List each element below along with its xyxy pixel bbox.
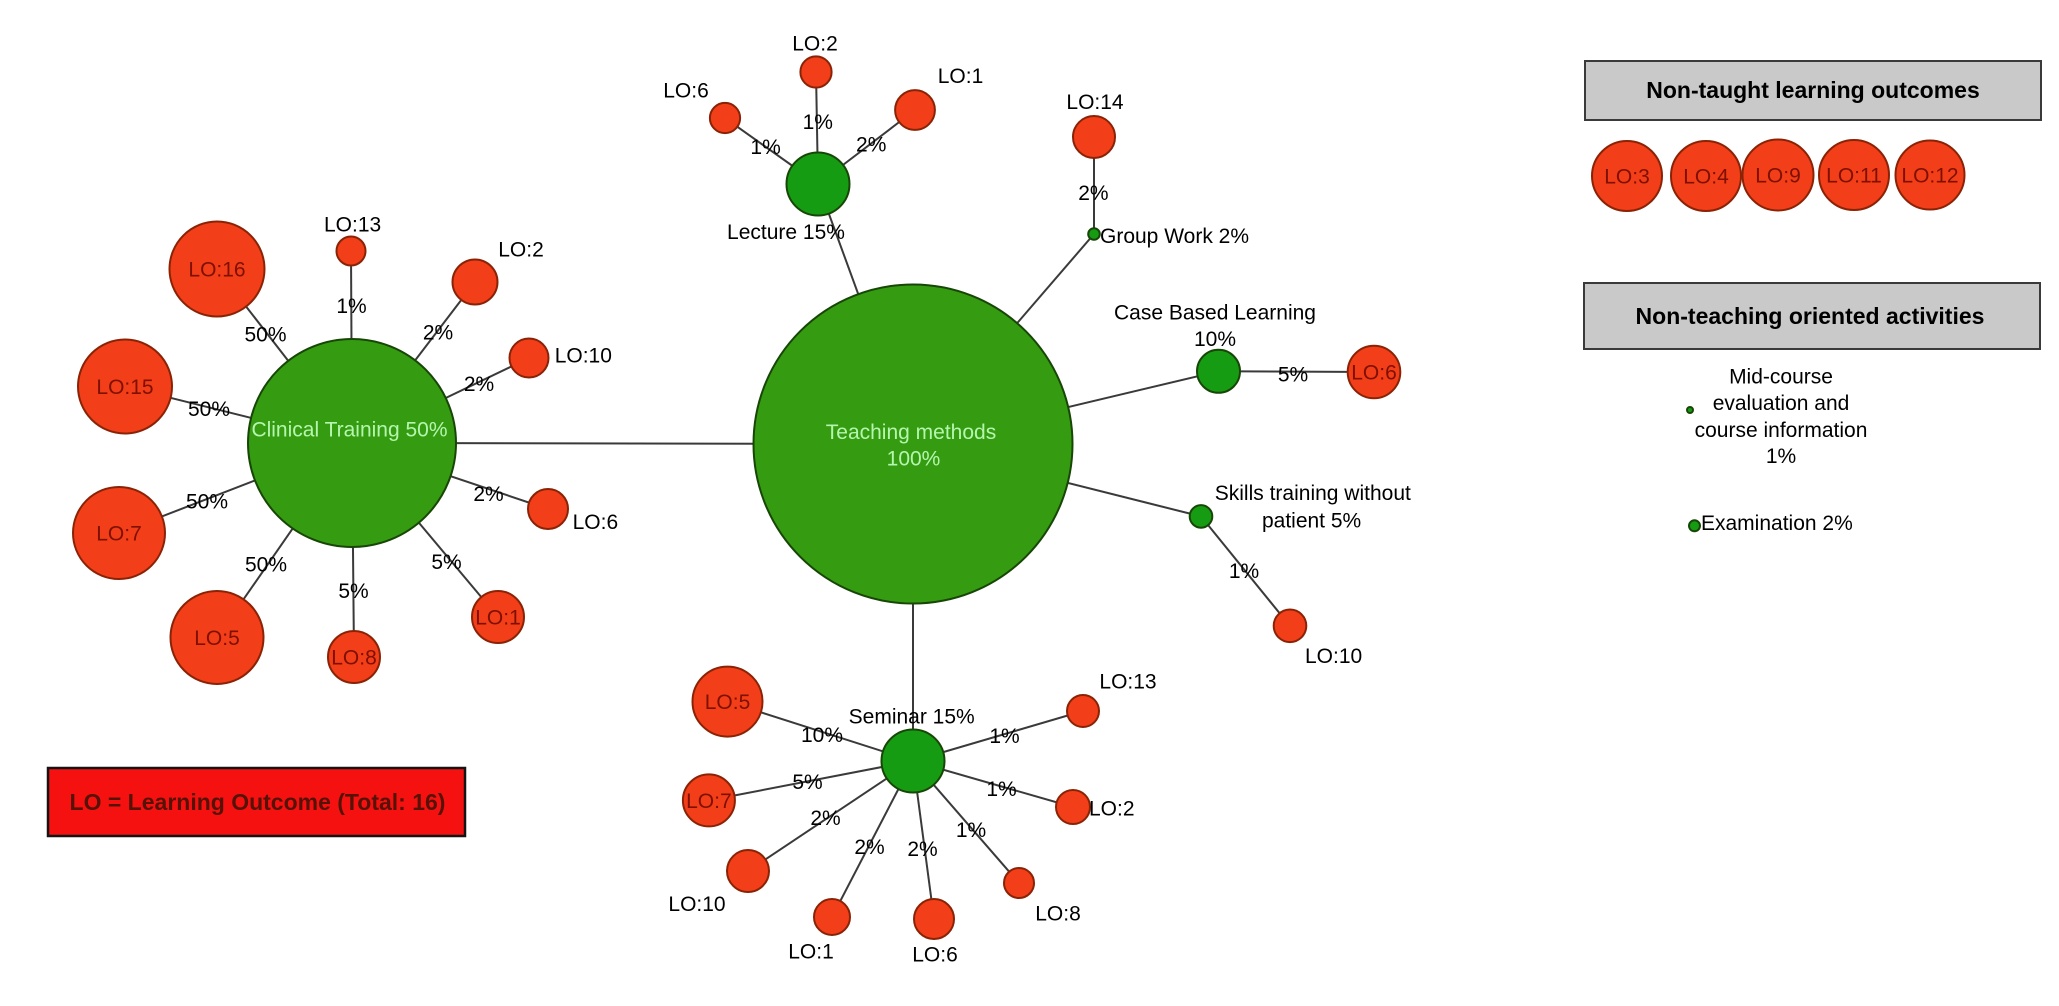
svg-text:LO:15: LO:15 — [96, 376, 153, 399]
svg-text:2%: 2% — [907, 838, 937, 861]
svg-text:5%: 5% — [1278, 364, 1308, 387]
svg-text:LO:10: LO:10 — [555, 345, 612, 368]
svg-text:Mid-course: Mid-course — [1729, 366, 1833, 389]
svg-text:LO:6: LO:6 — [912, 944, 958, 967]
svg-text:5%: 5% — [792, 771, 822, 794]
svg-text:LO:4: LO:4 — [1683, 166, 1729, 189]
svg-text:1%: 1% — [336, 295, 366, 318]
svg-text:LO:1: LO:1 — [475, 607, 521, 630]
svg-text:patient 5%: patient 5% — [1262, 510, 1361, 533]
svg-text:Skills training without: Skills training without — [1215, 482, 1411, 505]
svg-text:2%: 2% — [473, 483, 503, 506]
svg-text:LO:3: LO:3 — [1604, 166, 1650, 189]
svg-text:LO:1: LO:1 — [788, 941, 834, 964]
svg-text:2%: 2% — [856, 134, 886, 157]
svg-text:1%: 1% — [750, 136, 780, 159]
svg-text:LO:5: LO:5 — [194, 627, 240, 650]
svg-text:LO:7: LO:7 — [686, 790, 732, 813]
svg-text:50%: 50% — [245, 554, 287, 577]
svg-text:Examination 2%: Examination 2% — [1701, 512, 1853, 535]
svg-text:Teaching methods: Teaching methods — [826, 421, 996, 444]
svg-text:evaluation and: evaluation and — [1713, 392, 1850, 415]
svg-text:10%: 10% — [801, 724, 843, 747]
svg-text:Clinical Training 50%: Clinical Training 50% — [251, 419, 447, 442]
svg-text:2%: 2% — [464, 373, 494, 396]
svg-text:2%: 2% — [1078, 182, 1108, 205]
svg-text:5%: 5% — [431, 551, 461, 574]
svg-text:50%: 50% — [244, 324, 286, 347]
svg-text:10%: 10% — [1194, 328, 1236, 351]
svg-text:LO:10: LO:10 — [1305, 645, 1362, 668]
svg-text:LO:6: LO:6 — [1351, 362, 1397, 385]
svg-text:2%: 2% — [854, 836, 884, 859]
svg-text:100%: 100% — [887, 448, 941, 471]
svg-text:LO:13: LO:13 — [1099, 671, 1156, 694]
svg-text:LO:16: LO:16 — [188, 259, 245, 282]
svg-text:LO:6: LO:6 — [663, 80, 709, 103]
svg-text:5%: 5% — [338, 580, 368, 603]
svg-text:Group Work 2%: Group Work 2% — [1100, 225, 1249, 248]
svg-text:LO:8: LO:8 — [1035, 903, 1081, 926]
svg-text:1%: 1% — [1229, 560, 1259, 583]
svg-text:2%: 2% — [423, 322, 453, 345]
svg-text:50%: 50% — [186, 491, 228, 514]
svg-text:LO:8: LO:8 — [331, 647, 377, 670]
svg-text:LO:9: LO:9 — [1755, 165, 1801, 188]
svg-text:LO:10: LO:10 — [668, 893, 725, 916]
svg-text:LO:2: LO:2 — [1089, 798, 1135, 821]
svg-text:Non-teaching oriented activiti: Non-teaching oriented activities — [1636, 303, 1985, 329]
svg-text:LO:13: LO:13 — [324, 214, 381, 237]
svg-text:LO:11: LO:11 — [1826, 165, 1882, 188]
svg-text:course information: course information — [1695, 419, 1868, 442]
svg-text:LO:6: LO:6 — [573, 511, 619, 534]
svg-text:1%: 1% — [956, 819, 986, 842]
svg-text:Lecture 15%: Lecture 15% — [727, 221, 845, 244]
svg-text:Seminar 15%: Seminar 15% — [849, 706, 975, 729]
svg-text:LO:2: LO:2 — [498, 239, 544, 262]
svg-text:LO:7: LO:7 — [96, 523, 142, 546]
svg-text:50%: 50% — [188, 398, 230, 421]
svg-text:1%: 1% — [989, 725, 1019, 748]
svg-text:2%: 2% — [810, 807, 840, 830]
svg-text:LO:2: LO:2 — [792, 33, 838, 56]
svg-text:LO = Learning Outcome (Total:: LO = Learning Outcome (Total: 16) — [70, 789, 446, 815]
svg-text:LO:14: LO:14 — [1066, 91, 1124, 114]
svg-text:LO:12: LO:12 — [1901, 165, 1958, 188]
svg-text:Non-taught learning outcomes: Non-taught learning outcomes — [1646, 77, 1980, 103]
svg-text:1%: 1% — [986, 778, 1016, 801]
svg-text:LO:5: LO:5 — [705, 691, 751, 714]
svg-text:1%: 1% — [1766, 445, 1796, 468]
svg-text:1%: 1% — [803, 111, 833, 134]
svg-text:Case Based Learning: Case Based Learning — [1114, 302, 1316, 325]
svg-text:LO:1: LO:1 — [938, 65, 984, 88]
